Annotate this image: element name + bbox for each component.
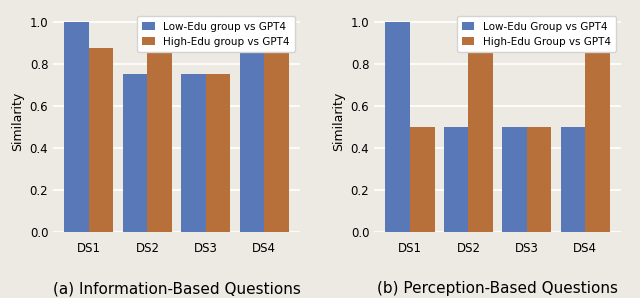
Bar xyxy=(586,22,610,232)
Bar xyxy=(206,74,230,232)
Y-axis label: Similarity: Similarity xyxy=(332,92,345,151)
Bar xyxy=(65,22,89,232)
Legend: Low-Edu group vs GPT4, High-Edu group vs GPT4: Low-Edu group vs GPT4, High-Edu group vs… xyxy=(137,16,295,52)
Text: (a) Information-Based Questions: (a) Information-Based Questions xyxy=(52,281,301,296)
Bar xyxy=(123,74,147,232)
Bar xyxy=(502,127,527,232)
Text: (b) Perception-Based Questions: (b) Perception-Based Questions xyxy=(377,281,618,296)
Bar xyxy=(527,127,552,232)
Bar xyxy=(89,48,113,232)
Bar xyxy=(147,53,172,232)
Bar xyxy=(385,22,410,232)
Bar xyxy=(410,127,435,232)
Y-axis label: Similarity: Similarity xyxy=(11,92,24,151)
Bar xyxy=(240,22,264,232)
Bar xyxy=(468,22,493,232)
Bar xyxy=(264,48,289,232)
Bar xyxy=(561,127,586,232)
Legend: Low-Edu Group vs GPT4, High-Edu Group vs GPT4: Low-Edu Group vs GPT4, High-Edu Group vs… xyxy=(457,16,616,52)
Bar xyxy=(444,127,468,232)
Bar xyxy=(181,74,206,232)
